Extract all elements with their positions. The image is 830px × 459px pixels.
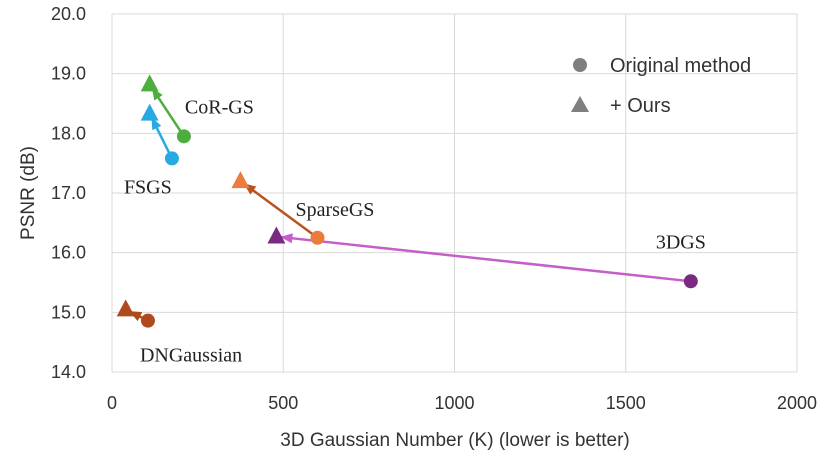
y-tick-label: 14.0 xyxy=(51,362,86,382)
y-tick-label: 18.0 xyxy=(51,123,86,143)
series-sparsegs-original-point xyxy=(310,230,325,245)
method-label-cor-gs: CoR-GS xyxy=(185,96,254,118)
series-cor-gs-ours-point xyxy=(140,74,159,92)
y-tick-label: 20.0 xyxy=(51,4,86,24)
series-3dgs-arrowhead xyxy=(280,233,293,244)
series-layer xyxy=(116,74,698,328)
series-3dgs xyxy=(267,226,698,289)
y-tick-label: 16.0 xyxy=(51,243,86,263)
legend: Original method + Ours xyxy=(571,55,751,117)
legend-label-ours: + Ours xyxy=(610,95,671,117)
y-tick-label: 19.0 xyxy=(51,64,86,84)
legend-triangle-marker xyxy=(571,96,589,112)
x-tick-label: 500 xyxy=(268,393,298,413)
series-dngaussian-original-point xyxy=(140,313,155,328)
series-dngaussian-ours-point xyxy=(116,299,135,317)
series-dngaussian xyxy=(116,299,155,328)
y-tick-label: 17.0 xyxy=(51,183,86,203)
method-label-dngaussian: DNGaussian xyxy=(140,345,242,367)
series-fsgs-ours-point xyxy=(140,103,159,121)
x-axis-label: 3D Gaussian Number (K) (lower is better) xyxy=(280,430,630,451)
label-layer: 3DGS SparseGS FSGS CoR-GS DNGaussian xyxy=(124,96,706,366)
x-tick-label: 2000 xyxy=(777,393,817,413)
x-tick-label: 0 xyxy=(107,393,117,413)
series-fsgs-original-point xyxy=(164,151,179,166)
series-cor-gs xyxy=(140,74,191,144)
method-label-fsgs: FSGS xyxy=(124,176,172,198)
grid-layer xyxy=(111,13,798,373)
method-label-sparsegs: SparseGS xyxy=(296,199,375,221)
legend-label-original: Original method xyxy=(610,55,751,77)
x-tick-label: 1500 xyxy=(606,393,646,413)
tick-layer: 14.0 15.0 16.0 17.0 18.0 19.0 20.0 0 500 1000 1500… xyxy=(51,4,817,413)
legend-circle-marker xyxy=(573,58,587,72)
method-label-3dgs: 3DGS xyxy=(656,231,706,253)
series-3dgs-arrow-line xyxy=(276,235,691,283)
series-3dgs-ours-point xyxy=(267,226,286,244)
series-sparsegs-ours-point xyxy=(231,171,250,189)
y-tick-label: 15.0 xyxy=(51,302,86,322)
series-cor-gs-original-point xyxy=(176,129,191,144)
y-axis-label: PSNR (dB) xyxy=(18,146,39,240)
series-3dgs-original-point xyxy=(683,274,698,289)
x-tick-label: 1000 xyxy=(434,393,474,413)
series-fsgs xyxy=(140,103,179,166)
series-sparsegs xyxy=(231,171,325,245)
